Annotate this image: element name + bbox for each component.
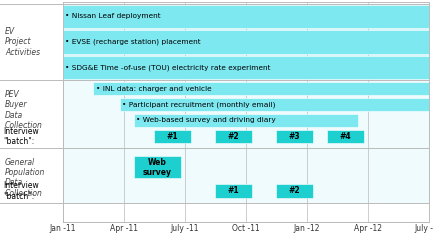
Text: • Web-based survey and driving diary: • Web-based survey and driving diary [136,117,276,123]
Bar [134,114,358,127]
Bar [120,98,429,111]
Bar [93,82,429,95]
Text: Interview
"batch":: Interview "batch": [3,181,39,201]
Bar [154,130,191,143]
Bar [63,148,429,203]
Bar [63,5,429,28]
Text: • Nissan Leaf deployment: • Nissan Leaf deployment [65,13,161,19]
Text: #4: #4 [339,132,351,141]
Text: #1: #1 [167,132,178,141]
Text: PEV
Buyer
Data
Collection: PEV Buyer Data Collection [5,90,43,130]
Text: • EVSE (recharge station) placement: • EVSE (recharge station) placement [65,39,201,45]
Text: • INL data: charger and vehicle: • INL data: charger and vehicle [96,86,211,92]
Bar [63,30,429,54]
Text: • SDG&E Time -of-use (TOU) electricity rate experiment: • SDG&E Time -of-use (TOU) electricity r… [65,64,271,71]
Text: General
Population
Data
Collection: General Population Data Collection [5,158,45,198]
Text: Interview
"batch":: Interview "batch": [3,127,39,146]
Text: Web
survey: Web survey [143,158,172,177]
Text: #2: #2 [228,132,239,141]
Bar [63,56,429,79]
Bar [134,156,181,178]
Text: • Participant recruitment (monthly email): • Participant recruitment (monthly email… [122,101,276,108]
Text: #1: #1 [228,187,239,195]
Bar [215,130,252,143]
Bar [327,130,364,143]
Bar [276,130,313,143]
Bar [276,184,313,197]
Bar [63,80,429,148]
Text: #3: #3 [289,132,301,141]
Bar [63,3,429,80]
Bar [215,184,252,197]
Text: #2: #2 [289,187,301,195]
Text: EV
Project
Activities: EV Project Activities [5,27,40,57]
